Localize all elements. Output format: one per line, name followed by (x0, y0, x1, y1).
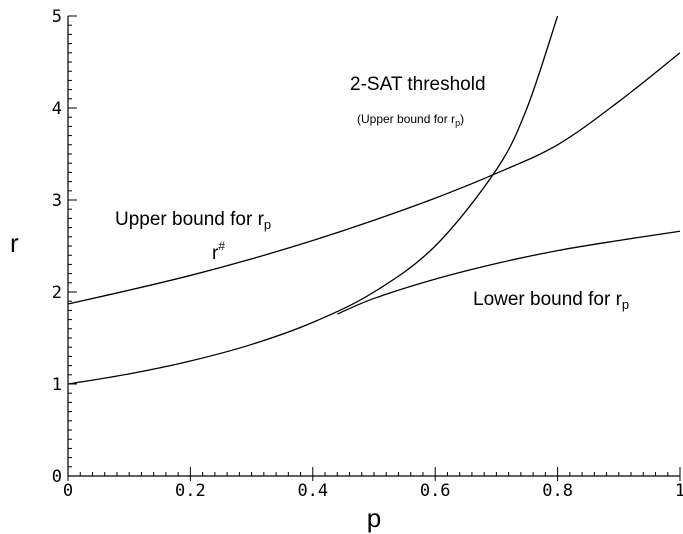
annotation-2sat-subtitle-close: ) (460, 112, 464, 126)
series-line-2 (337, 230, 681, 315)
annotation-upper-bound: Upper bound for rp (115, 209, 271, 232)
annotation-lower-bound-sub: p (622, 297, 629, 312)
y-tick-label-4: 4 (52, 99, 62, 119)
annotation-upper-bound-sub: p (264, 217, 271, 232)
x-tick-label-0: 0 (63, 481, 73, 501)
curves (67, 15, 681, 385)
annotation-2sat-subtitle: (Upper bound for rp) (357, 112, 464, 128)
x-tick-label-1: 0.2 (175, 481, 206, 501)
y-axis-label: r (10, 228, 19, 258)
annotation-lower-bound: Lower bound for rp (473, 289, 629, 312)
series-line-0 (67, 15, 559, 385)
y-tick-label-1: 1 (52, 375, 62, 395)
annotation-r-sharp-text: r (212, 243, 219, 264)
ticks (67, 15, 681, 481)
x-tick-label-5: 1 (675, 481, 683, 501)
y-tick-label-2: 2 (52, 283, 62, 303)
x-tick-label-4: 0.8 (542, 481, 573, 501)
x-tick-label-3: 0.6 (420, 481, 451, 501)
annotation-2sat-subtitle-text: (Upper bound for r (357, 112, 455, 126)
tick-labels: 0 0.2 0.4 0.6 0.8 1 0 1 2 3 4 5 (52, 7, 683, 501)
y-tick-label-0: 0 (52, 467, 62, 487)
series-line-1 (67, 52, 681, 305)
annotation-upper-bound-text: Upper bound for r (115, 209, 265, 230)
annotation-r-sharp-sup: # (218, 239, 225, 253)
y-tick-label-5: 5 (52, 7, 62, 27)
x-axis-label: p (367, 503, 381, 533)
x-tick-label-2: 0.4 (297, 481, 328, 501)
annotation-r-sharp: r# (212, 239, 225, 264)
annotation-lower-bound-text: Lower bound for r (473, 289, 623, 310)
annotation-2sat-threshold: 2-SAT threshold (350, 74, 486, 95)
annotation-2sat-subtitle-sub: p (455, 118, 460, 128)
y-tick-label-3: 3 (52, 191, 62, 211)
